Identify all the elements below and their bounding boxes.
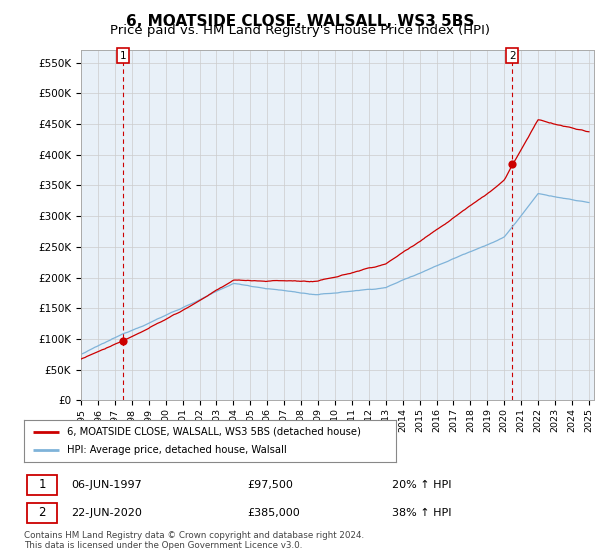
Point [118, 336, 127, 345]
Point [508, 160, 517, 169]
FancyBboxPatch shape [27, 503, 58, 523]
Text: Price paid vs. HM Land Registry's House Price Index (HPI): Price paid vs. HM Land Registry's House … [110, 24, 490, 37]
Text: 20% ↑ HPI: 20% ↑ HPI [392, 480, 452, 490]
Text: 2: 2 [38, 506, 46, 520]
Text: 06-JUN-1997: 06-JUN-1997 [71, 480, 142, 490]
FancyBboxPatch shape [27, 475, 58, 495]
Text: 1: 1 [119, 50, 126, 60]
Text: Contains HM Land Registry data © Crown copyright and database right 2024.
This d: Contains HM Land Registry data © Crown c… [24, 531, 364, 550]
Text: 2: 2 [509, 50, 515, 60]
Text: £97,500: £97,500 [247, 480, 293, 490]
Text: 22-JUN-2020: 22-JUN-2020 [71, 508, 142, 518]
Text: 6, MOATSIDE CLOSE, WALSALL, WS3 5BS: 6, MOATSIDE CLOSE, WALSALL, WS3 5BS [126, 14, 474, 29]
Text: 38% ↑ HPI: 38% ↑ HPI [392, 508, 452, 518]
Text: £385,000: £385,000 [247, 508, 300, 518]
Text: 6, MOATSIDE CLOSE, WALSALL, WS3 5BS (detached house): 6, MOATSIDE CLOSE, WALSALL, WS3 5BS (det… [67, 427, 361, 437]
Text: HPI: Average price, detached house, Walsall: HPI: Average price, detached house, Wals… [67, 445, 287, 455]
Text: 1: 1 [38, 478, 46, 492]
